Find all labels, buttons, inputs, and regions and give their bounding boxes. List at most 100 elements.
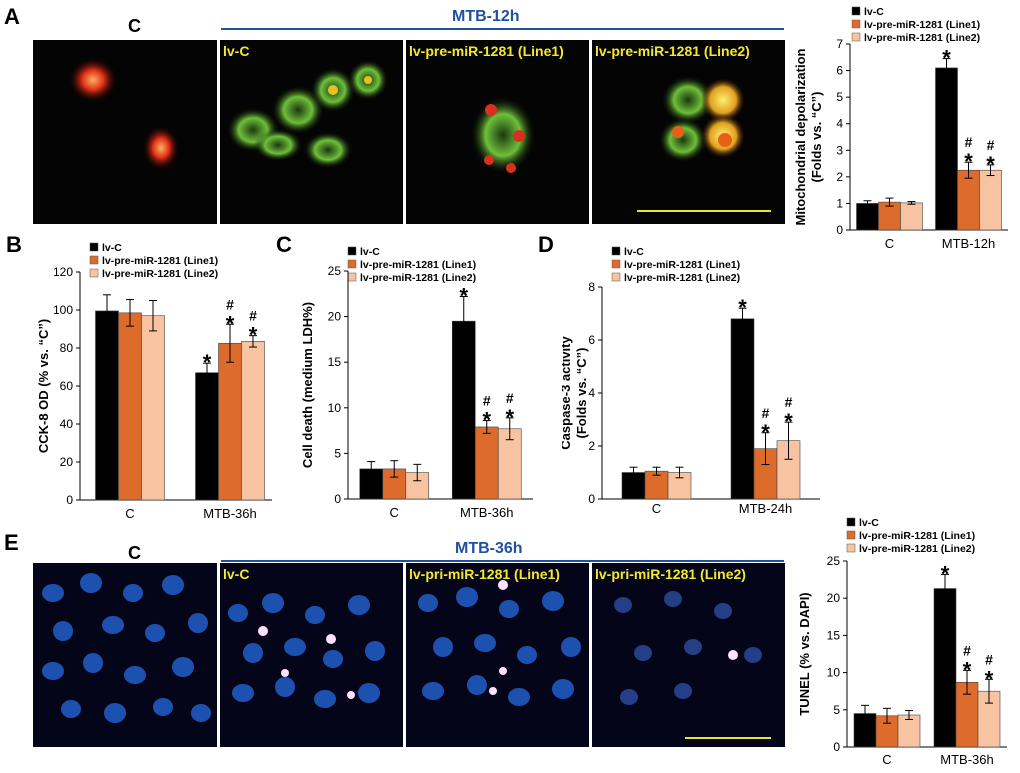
y-tick-label: 60: [60, 379, 74, 393]
legend-label: lv-C: [360, 246, 380, 258]
y-axis-title-line: (Folds vs. “C”): [809, 91, 824, 182]
separator: [217, 563, 220, 747]
legend-label: lv-pre-miR-1281 (Line2): [864, 32, 980, 44]
x-tick-label: C: [882, 752, 891, 767]
significance-star: *: [249, 323, 258, 348]
legend-swatch: [611, 272, 621, 282]
y-tick-label: 15: [827, 628, 841, 642]
significance-star: *: [784, 409, 793, 434]
significance-hash: #: [963, 642, 971, 658]
y-tick-label: 80: [60, 341, 74, 355]
image-label: lv-pri-miR-1281 (Line2): [595, 566, 746, 582]
y-tick-label: 8: [588, 280, 595, 294]
y-tick-label: 0: [334, 492, 341, 506]
control-label-a: C: [128, 16, 141, 36]
group-label-e: MTB-36h: [455, 540, 523, 557]
y-tick-label: 6: [588, 333, 595, 347]
y-tick-label: 20: [827, 591, 841, 605]
legend-label: lv-pre-miR-1281 (Line2): [360, 272, 476, 284]
legend-swatch: [347, 259, 357, 269]
y-tick-label: 2: [836, 170, 843, 184]
significance-hash: #: [965, 134, 973, 150]
y-tick-label: 6: [836, 64, 843, 78]
y-tick-label: 5: [836, 90, 843, 104]
significance-hash: #: [785, 394, 793, 410]
y-axis-title: CCK-8 OD (% vs. “C”): [36, 319, 51, 453]
significance-hash: #: [762, 405, 770, 421]
y-axis-title: Cell death (medium LDH%): [300, 302, 315, 468]
y-tick-label: 15: [328, 355, 342, 369]
significance-star: *: [203, 350, 212, 375]
significance-star: *: [942, 46, 951, 71]
microscopy-strip-e: lv-C lv-pri-miR-1281 (Line1) lv-pri-miR-…: [33, 563, 785, 747]
legend-swatch: [89, 255, 99, 265]
legend-label: lv-pre-miR-1281 (Line2): [859, 543, 975, 555]
y-tick-label: 25: [328, 264, 342, 278]
bar: [95, 310, 119, 501]
significance-hash: #: [226, 296, 234, 312]
image-label: lv-C: [223, 43, 250, 59]
y-axis-title-line: CCK-8 OD (% vs. “C”): [36, 319, 51, 453]
legend-label: lv-C: [859, 517, 879, 529]
y-axis-title-line: Caspase-3 activity: [562, 336, 573, 450]
x-tick-label: MTB-36h: [940, 752, 993, 767]
significance-hash: #: [985, 651, 993, 667]
group-label-a: MTB-12h: [452, 8, 520, 25]
y-tick-label: 100: [53, 303, 73, 317]
x-tick-label: MTB-24h: [739, 501, 792, 516]
y-tick-label: 25: [827, 554, 841, 568]
bar: [141, 315, 165, 501]
y-tick-label: 10: [827, 666, 841, 680]
legend-label: lv-pre-miR-1281 (Line2): [624, 272, 740, 284]
control-label-e: C: [128, 543, 141, 563]
bar: [979, 169, 1002, 231]
significance-star: *: [986, 152, 995, 177]
legend-swatch: [846, 517, 856, 527]
panel-letter-e: E: [4, 530, 19, 555]
x-tick-label: MTB-36h: [203, 506, 256, 521]
legend-label: lv-C: [864, 6, 884, 18]
legend-swatch: [89, 268, 99, 278]
bar: [900, 202, 923, 231]
legend-swatch: [611, 259, 621, 269]
y-tick-label: 3: [836, 143, 843, 157]
bar: [957, 169, 980, 231]
significance-hash: #: [483, 393, 491, 409]
mitochondria-images: [69, 58, 745, 173]
chart-d: lv-Clv-pre-miR-1281 (Line1)lv-pre-miR-12…: [562, 246, 820, 516]
legend-swatch: [347, 272, 357, 282]
panel-letter-c: C: [276, 232, 292, 257]
y-tick-label: 20: [328, 310, 342, 324]
panel-letter-d: D: [538, 232, 554, 257]
significance-hash: #: [987, 137, 995, 153]
significance-star: *: [964, 149, 973, 174]
x-tick-label: C: [652, 501, 661, 516]
legend-swatch: [89, 242, 99, 252]
chart-b: lv-Clv-pre-miR-1281 (Line1)lv-pre-miR-12…: [36, 242, 272, 521]
tunel-dapi-images: [42, 573, 762, 723]
legend-swatch: [851, 6, 861, 16]
bar: [933, 588, 957, 748]
y-tick-label: 4: [588, 386, 595, 400]
y-tick-label: 5: [334, 446, 341, 460]
chart-c: lv-Clv-pre-miR-1281 (Line1)lv-pre-miR-12…: [300, 246, 533, 520]
bar: [474, 426, 499, 500]
significance-star: *: [738, 295, 747, 320]
separator: [589, 40, 592, 224]
significance-star: *: [963, 657, 972, 682]
legend-label: lv-C: [624, 246, 644, 258]
y-tick-label: 40: [60, 417, 74, 431]
legend-label: lv-pre-miR-1281 (Line1): [360, 259, 476, 271]
legend-swatch: [846, 530, 856, 540]
y-axis-title-line: Cell death (medium LDH%): [300, 302, 315, 468]
bar: [730, 318, 755, 500]
microscopy-strip-a: lv-C lv-pre-miR-1281 (Line1) lv-pre-miR-…: [33, 40, 785, 224]
scale-bar: [685, 737, 771, 739]
bar: [218, 342, 242, 501]
legend-label: lv-pre-miR-1281 (Line1): [102, 255, 218, 267]
x-tick-label: C: [125, 506, 134, 521]
separator: [403, 40, 406, 224]
y-tick-label: 20: [60, 455, 74, 469]
legend-swatch: [851, 19, 861, 29]
chart-a: lv-Clv-pre-miR-1281 (Line1)lv-pre-miR-12…: [795, 6, 1008, 251]
